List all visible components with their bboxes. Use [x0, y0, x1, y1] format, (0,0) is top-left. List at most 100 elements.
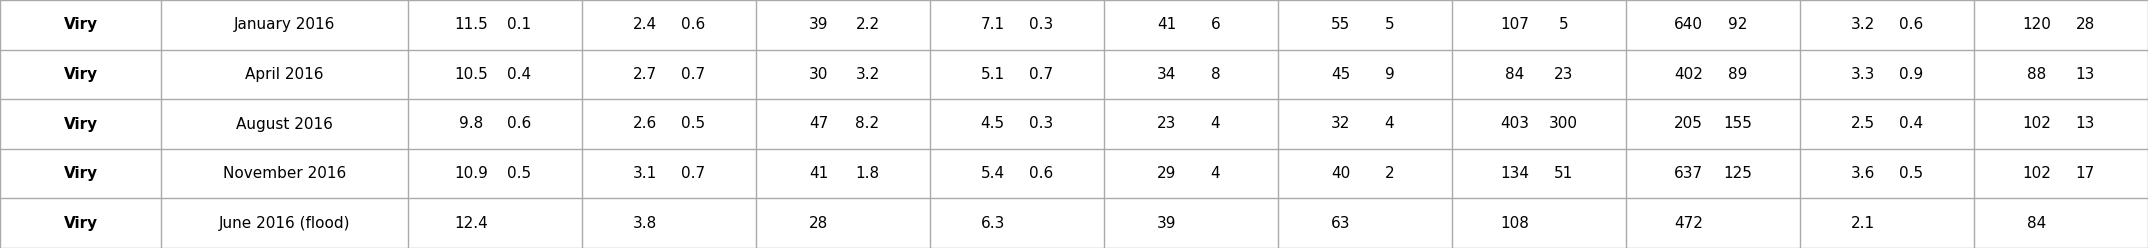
Text: 29: 29	[1158, 166, 1177, 181]
Text: 2.7: 2.7	[634, 67, 657, 82]
Text: 155: 155	[1723, 117, 1753, 131]
Text: 0.4: 0.4	[1899, 117, 1922, 131]
Text: 28: 28	[810, 216, 829, 231]
Text: January 2016: January 2016	[234, 17, 335, 32]
Text: 5: 5	[1559, 17, 1568, 32]
Text: 5: 5	[1385, 17, 1394, 32]
Text: 120: 120	[2021, 17, 2051, 32]
Text: 4.5: 4.5	[982, 117, 1005, 131]
Text: 102: 102	[2021, 166, 2051, 181]
Text: 2.2: 2.2	[855, 17, 879, 32]
Text: 0.7: 0.7	[681, 67, 705, 82]
Text: 2.6: 2.6	[634, 117, 657, 131]
Text: 108: 108	[1499, 216, 1529, 231]
Text: 0.5: 0.5	[507, 166, 531, 181]
Text: August 2016: August 2016	[236, 117, 333, 131]
Text: 637: 637	[1673, 166, 1703, 181]
Text: 0.7: 0.7	[1029, 67, 1053, 82]
Text: 640: 640	[1673, 17, 1703, 32]
Text: 134: 134	[1499, 166, 1529, 181]
Text: 0.6: 0.6	[1029, 166, 1053, 181]
Text: 2.1: 2.1	[1852, 216, 1875, 231]
Text: 107: 107	[1499, 17, 1529, 32]
Text: 3.1: 3.1	[634, 166, 657, 181]
Text: 0.6: 0.6	[681, 17, 705, 32]
Text: 84: 84	[2028, 216, 2047, 231]
Text: 205: 205	[1673, 117, 1703, 131]
Text: 0.5: 0.5	[1899, 166, 1922, 181]
Text: 8: 8	[1211, 67, 1220, 82]
Text: 32: 32	[1332, 117, 1351, 131]
Text: 300: 300	[1549, 117, 1579, 131]
Text: 5.1: 5.1	[982, 67, 1005, 82]
Text: 12.4: 12.4	[453, 216, 488, 231]
Text: 0.1: 0.1	[507, 17, 531, 32]
Text: 3.2: 3.2	[1852, 17, 1875, 32]
Text: 4: 4	[1211, 117, 1220, 131]
Text: 3.3: 3.3	[1849, 67, 1875, 82]
Text: 55: 55	[1332, 17, 1351, 32]
Text: 3.2: 3.2	[855, 67, 879, 82]
Text: Viry: Viry	[64, 166, 97, 181]
Text: 10.9: 10.9	[453, 166, 488, 181]
Text: 51: 51	[1553, 166, 1572, 181]
Text: 0.3: 0.3	[1029, 17, 1053, 32]
Text: Viry: Viry	[64, 67, 97, 82]
Text: 89: 89	[1727, 67, 1746, 82]
Text: 84: 84	[1506, 67, 1525, 82]
Text: 40: 40	[1332, 166, 1351, 181]
Text: 13: 13	[2075, 67, 2094, 82]
Text: 102: 102	[2021, 117, 2051, 131]
Text: 5.4: 5.4	[982, 166, 1005, 181]
Text: 10.5: 10.5	[453, 67, 488, 82]
Text: 23: 23	[1158, 117, 1177, 131]
Text: Viry: Viry	[64, 17, 97, 32]
Text: 6.3: 6.3	[979, 216, 1005, 231]
Text: 125: 125	[1723, 166, 1753, 181]
Text: 41: 41	[810, 166, 829, 181]
Text: 39: 39	[1158, 216, 1177, 231]
Text: 30: 30	[810, 67, 829, 82]
Text: April 2016: April 2016	[245, 67, 324, 82]
Text: 34: 34	[1158, 67, 1177, 82]
Text: 0.7: 0.7	[681, 166, 705, 181]
Text: 2.4: 2.4	[634, 17, 657, 32]
Text: 88: 88	[2028, 67, 2047, 82]
Text: 63: 63	[1332, 216, 1351, 231]
Text: 3.6: 3.6	[1849, 166, 1875, 181]
Text: Viry: Viry	[64, 117, 97, 131]
Text: 0.4: 0.4	[507, 67, 531, 82]
Text: 2: 2	[1385, 166, 1394, 181]
Text: 2.5: 2.5	[1852, 117, 1875, 131]
Text: 0.6: 0.6	[507, 117, 531, 131]
Text: 92: 92	[1727, 17, 1746, 32]
Text: 402: 402	[1673, 67, 1703, 82]
Text: 4: 4	[1385, 117, 1394, 131]
Text: 0.5: 0.5	[681, 117, 705, 131]
Text: 4: 4	[1211, 166, 1220, 181]
Text: 17: 17	[2075, 166, 2094, 181]
Text: 472: 472	[1673, 216, 1703, 231]
Text: 0.6: 0.6	[1899, 17, 1922, 32]
Text: 6: 6	[1211, 17, 1220, 32]
Text: November 2016: November 2016	[223, 166, 346, 181]
Text: 41: 41	[1158, 17, 1177, 32]
Text: 39: 39	[810, 17, 829, 32]
Text: 9.8: 9.8	[460, 117, 483, 131]
Text: 8.2: 8.2	[855, 117, 879, 131]
Text: 0.3: 0.3	[1029, 117, 1053, 131]
Text: 1.8: 1.8	[855, 166, 879, 181]
Text: 45: 45	[1332, 67, 1351, 82]
Text: 28: 28	[2075, 17, 2094, 32]
Text: 403: 403	[1499, 117, 1529, 131]
Text: 47: 47	[810, 117, 829, 131]
Text: 11.5: 11.5	[453, 17, 488, 32]
Text: 7.1: 7.1	[982, 17, 1005, 32]
Text: 23: 23	[1553, 67, 1572, 82]
Text: 9: 9	[1385, 67, 1394, 82]
Text: 0.9: 0.9	[1899, 67, 1922, 82]
Text: 3.8: 3.8	[634, 216, 657, 231]
Text: 13: 13	[2075, 117, 2094, 131]
Text: Viry: Viry	[64, 216, 97, 231]
Text: June 2016 (flood): June 2016 (flood)	[219, 216, 350, 231]
